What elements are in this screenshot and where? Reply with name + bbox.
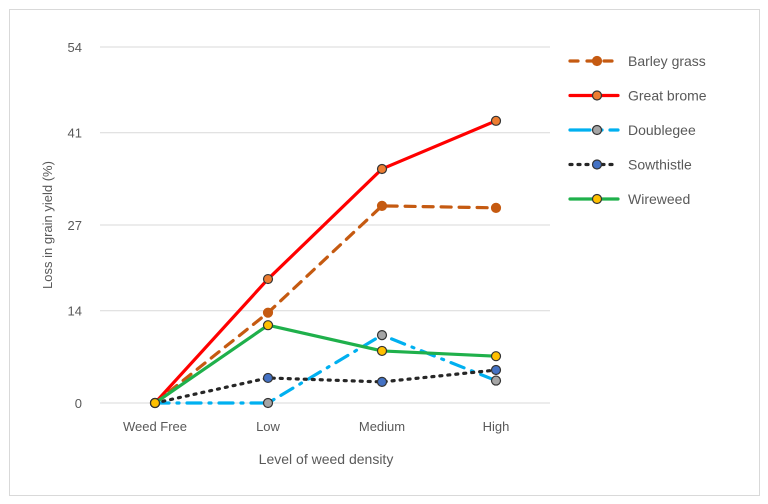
x-tick-label: High (483, 419, 510, 434)
legend-item: Wireweed (568, 191, 690, 207)
x-tick-label: Low (256, 419, 280, 434)
series-line (153, 204, 498, 405)
series-line (153, 323, 498, 405)
data-point (149, 397, 161, 409)
y-tick-label: 0 (75, 396, 82, 411)
data-point (376, 345, 388, 357)
data-point (376, 376, 388, 388)
data-point (376, 329, 388, 341)
y-tick-label: 54 (68, 40, 82, 55)
legend-marker (591, 90, 603, 101)
legend-label: Wireweed (628, 191, 690, 207)
y-axis-label: Loss in grain yield (%) (40, 161, 55, 289)
legend-marker (591, 193, 603, 205)
legend-item: Great brome (568, 88, 707, 104)
legend-label: Sowthistle (628, 157, 692, 173)
data-point (262, 307, 274, 318)
y-tick-label: 27 (68, 218, 82, 233)
data-point (262, 320, 274, 331)
data-point (490, 115, 502, 126)
legend-marker (591, 159, 603, 170)
legend-label: Doublegee (628, 122, 696, 138)
legend-label: Barley grass (628, 53, 706, 69)
x-tick-label: Medium (359, 419, 405, 434)
data-point (376, 200, 388, 211)
data-point (490, 351, 502, 362)
legend-item: Doublegee (568, 122, 696, 138)
legend-label: Great brome (628, 88, 707, 104)
legend-marker (591, 55, 603, 67)
data-point (490, 375, 502, 386)
y-tick-label: 14 (68, 304, 82, 319)
data-point (262, 372, 274, 384)
data-point (490, 364, 502, 376)
legend-marker (591, 124, 603, 136)
data-point (262, 397, 274, 409)
data-point (262, 273, 274, 285)
series-line (153, 368, 498, 405)
legend-item: Sowthistle (568, 157, 692, 173)
data-point (490, 202, 502, 213)
chart-frame (9, 9, 760, 496)
x-axis-label: Level of weed density (259, 451, 394, 467)
y-tick-label: 41 (68, 126, 82, 141)
x-tick-label: Weed Free (123, 419, 187, 434)
series-wireweed (149, 320, 502, 409)
data-point (376, 163, 388, 175)
series-line (153, 119, 498, 405)
series-line (153, 333, 498, 405)
legend-item: Barley grass (568, 53, 706, 69)
